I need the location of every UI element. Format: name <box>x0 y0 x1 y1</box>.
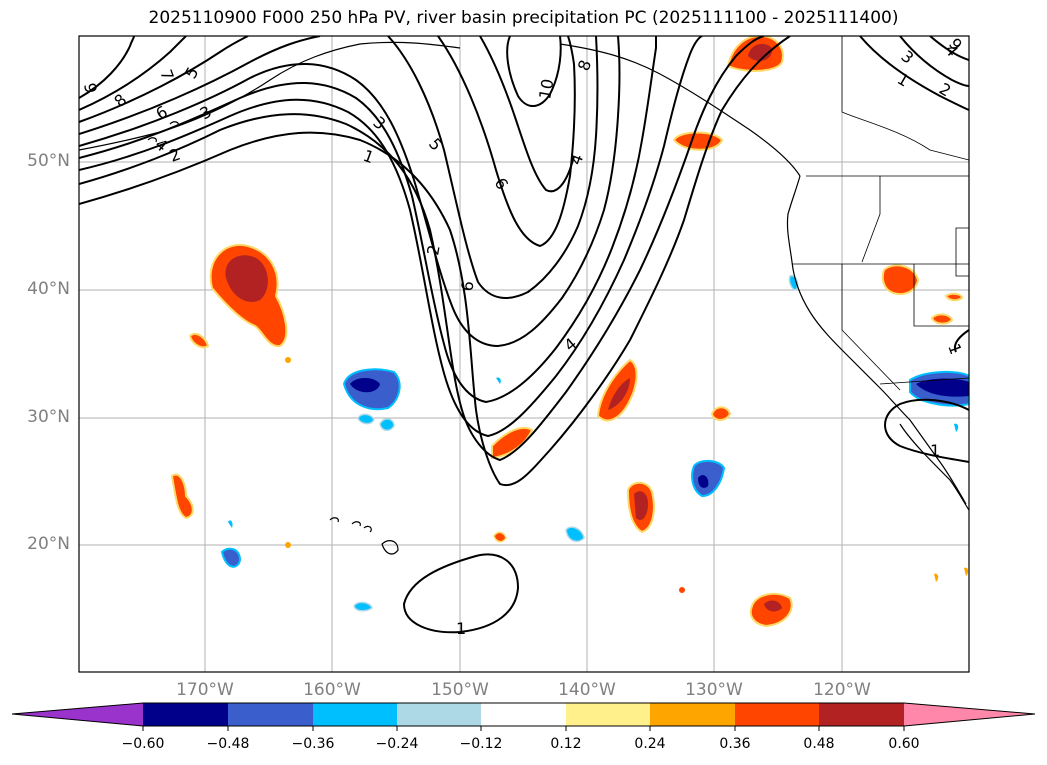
colorbar-tick-label: 0.48 <box>803 736 835 752</box>
contour-label: 1 <box>456 619 466 638</box>
colorbar-tick-label: 0.12 <box>550 736 582 752</box>
pv-contour <box>899 36 969 87</box>
pv-contour <box>506 36 562 107</box>
precip-blob <box>634 491 648 521</box>
pv-contour <box>79 36 187 111</box>
pv-contour <box>79 36 321 135</box>
map-border <box>78 35 970 673</box>
contour-label: 6 <box>457 279 477 292</box>
political-boundaries <box>792 36 969 391</box>
precip-blob <box>565 526 585 543</box>
precip-blob <box>353 601 373 612</box>
precip-blob <box>379 418 395 431</box>
pv-contour <box>884 398 969 463</box>
lat-label: 30°N <box>27 407 70 427</box>
colorbar-tick-label: −0.60 <box>121 736 165 752</box>
lat-label: 20°N <box>27 534 70 554</box>
precip-blob <box>170 473 194 520</box>
pv-contour <box>479 36 575 193</box>
colorbar-segment <box>566 703 650 726</box>
colorbar-tick-label: 0.36 <box>719 736 751 752</box>
lon-label: 150°W <box>431 680 489 700</box>
precip-blob <box>964 567 969 576</box>
contour-label: 9 <box>80 81 100 94</box>
pv-contour <box>79 36 791 487</box>
colorbar-tick-label: −0.12 <box>459 736 503 752</box>
precip-blob <box>491 427 534 460</box>
precip-blob <box>934 573 939 582</box>
pv-contour <box>79 36 703 438</box>
pv-contour <box>387 36 599 299</box>
precip-blob <box>691 460 726 498</box>
precip-blob <box>954 423 959 432</box>
precip-blob <box>228 520 233 528</box>
colorbar-segment <box>143 703 228 726</box>
pv-contour <box>859 36 969 111</box>
coastlines <box>79 41 969 555</box>
colorbar-tick-label: 0.24 <box>634 736 666 752</box>
colorbar-extend-low <box>12 703 143 726</box>
lon-label: 120°W <box>813 680 871 700</box>
precip-blob <box>748 43 773 62</box>
pv-contour <box>929 36 969 61</box>
pv-contour <box>79 36 249 123</box>
colorbar-segment <box>735 703 819 726</box>
precip-blob <box>225 255 268 302</box>
precip-dot <box>679 587 685 593</box>
precip-blob <box>496 377 501 384</box>
precip-blob <box>188 332 210 349</box>
contour-label: 10 <box>535 77 557 100</box>
pv-contour <box>402 553 520 634</box>
colorbar-tick-label: −0.36 <box>291 736 335 752</box>
contour-label: 1 <box>930 441 940 460</box>
colorbar-segment <box>228 703 313 726</box>
map-title: 2025110900 F000 250 hPa PV, river basin … <box>148 8 899 28</box>
precip-blob <box>916 378 969 397</box>
lon-label: 140°W <box>558 680 616 700</box>
pv-contour <box>79 36 657 404</box>
colorbar-segment <box>481 703 566 726</box>
colorbar-segment <box>397 703 481 726</box>
precip-blob <box>220 547 242 568</box>
map-area <box>79 36 969 672</box>
pv-contour <box>954 329 969 353</box>
colorbar-extend-high <box>904 703 1035 726</box>
lon-label: 130°W <box>685 680 743 700</box>
lat-label: 40°N <box>27 279 70 299</box>
precip-blob <box>608 378 630 410</box>
pv-contour <box>79 36 765 462</box>
precip-dot <box>285 542 291 548</box>
precip-blob <box>350 378 380 393</box>
colorbar-segment <box>819 703 904 726</box>
pv-contour <box>79 36 621 348</box>
lon-label: 170°W <box>176 680 234 700</box>
pv-contour <box>437 36 576 248</box>
contour-label: 2 <box>423 243 443 256</box>
colorbar-tick-label: 0.60 <box>888 736 920 752</box>
precip-blob <box>698 475 709 488</box>
precip-dot <box>285 357 291 363</box>
lon-label: 160°W <box>303 680 361 700</box>
colorbar <box>11 702 1036 731</box>
colorbar-tick-label: −0.24 <box>375 736 419 752</box>
colorbar-segment <box>313 703 397 726</box>
precip-negative-regions <box>220 275 969 612</box>
precip-blob <box>881 264 920 296</box>
precip-blob <box>930 313 954 325</box>
colorbar-tick-label: −0.48 <box>206 736 250 752</box>
precip-blob <box>710 406 732 421</box>
pv-contours <box>79 36 969 634</box>
colorbar-segment <box>650 703 735 726</box>
precip-blob <box>493 531 507 543</box>
precip-blob <box>357 413 375 425</box>
lat-label: 50°N <box>27 151 70 171</box>
precip-blob <box>944 292 964 302</box>
pv-contour <box>79 36 135 99</box>
precip-blob <box>764 600 782 612</box>
